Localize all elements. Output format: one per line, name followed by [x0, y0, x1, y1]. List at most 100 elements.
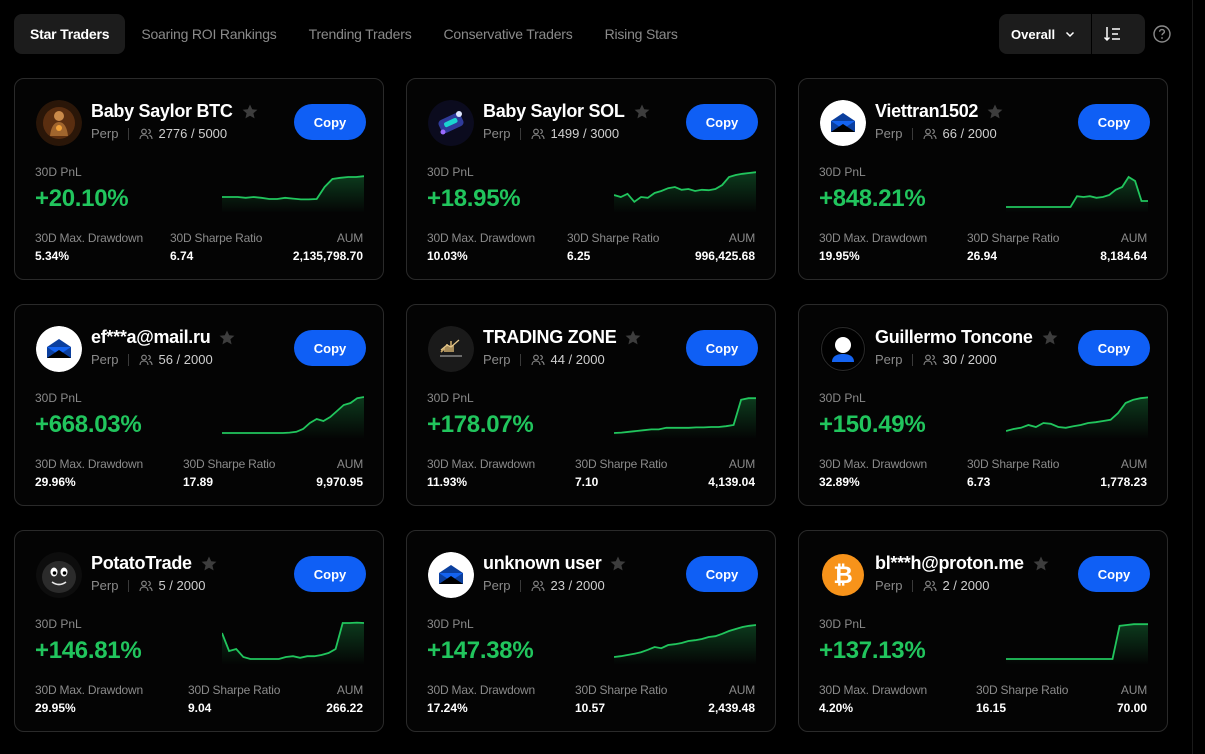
pnl-sparkline — [614, 624, 756, 665]
sharpe-label: 30D Sharpe Ratio — [575, 683, 668, 697]
sort-controls: Overall — [999, 14, 1145, 54]
avatar — [820, 100, 866, 146]
trader-card[interactable]: TRADING ZONE Perp 44 / 2000 Copy 30D PnL… — [406, 304, 776, 506]
avatar — [36, 326, 82, 372]
trader-name: Baby Saylor SOL — [483, 101, 625, 121]
star-icon[interactable] — [609, 555, 627, 573]
sharpe-label: 30D Sharpe Ratio — [183, 457, 276, 471]
perp-label: Perp — [483, 126, 511, 141]
aum-label: AUM — [336, 457, 363, 471]
aum-label: AUM — [1120, 683, 1147, 697]
copy-button[interactable]: Copy — [686, 104, 758, 140]
trader-card[interactable]: Viettran1502 Perp 66 / 2000 Copy 30D PnL… — [798, 78, 1168, 280]
pnl-label: 30D PnL — [819, 617, 866, 631]
aum-label: AUM — [1120, 231, 1147, 245]
copy-button[interactable]: Copy — [1078, 330, 1150, 366]
trader-card[interactable]: PotatoTrade Perp 5 / 2000 Copy 30D PnL +… — [14, 530, 384, 732]
perp-label: Perp — [483, 352, 511, 367]
pnl-value: +146.81% — [35, 637, 142, 664]
aum-value: 2,135,798.70 — [292, 249, 363, 263]
star-icon[interactable] — [1041, 329, 1059, 347]
people-icon — [139, 580, 154, 591]
copy-button[interactable]: Copy — [1078, 556, 1150, 592]
follower-count: 1499 / 3000 — [550, 126, 620, 141]
trader-card[interactable]: unknown user Perp 23 / 2000 Copy 30D PnL… — [406, 530, 776, 732]
tab-trending-traders[interactable]: Trending Traders — [308, 26, 412, 42]
trader-meta: Perp 66 / 2000 — [875, 126, 997, 141]
star-icon[interactable] — [624, 329, 642, 347]
pnl-label: 30D PnL — [819, 391, 866, 405]
trader-name: TRADING ZONE — [483, 327, 617, 347]
sparkline-line — [1006, 623, 1148, 660]
avatar — [820, 326, 866, 372]
people-icon — [923, 580, 938, 591]
trader-meta: Perp 2 / 2000 — [875, 578, 989, 593]
star-icon[interactable] — [241, 103, 259, 121]
copy-button[interactable]: Copy — [294, 330, 366, 366]
pnl-label: 30D PnL — [35, 165, 82, 179]
sparkline-line — [614, 397, 756, 434]
sparkline-area — [222, 622, 364, 665]
tab-rising-stars[interactable]: Rising Stars — [604, 26, 678, 42]
pnl-label: 30D PnL — [427, 391, 474, 405]
divider — [128, 579, 130, 592]
star-icon[interactable] — [633, 103, 651, 121]
sparkline-line — [1006, 175, 1148, 208]
sharpe-value: 6.74 — [170, 249, 194, 263]
drawdown-value: 29.96% — [35, 475, 76, 489]
sparkline-area — [1006, 397, 1148, 439]
pnl-label: 30D PnL — [35, 617, 82, 631]
sharpe-value: 9.04 — [188, 701, 212, 715]
avatar — [428, 100, 474, 146]
scrollbar-track[interactable] — [1192, 0, 1193, 754]
pnl-label: 30D PnL — [819, 165, 866, 179]
trader-name: Viettran1502 — [875, 101, 979, 121]
people-icon — [531, 580, 546, 591]
svg-text:₿: ₿ — [833, 561, 853, 589]
pnl-value: +150.49% — [819, 411, 926, 438]
follower-count: 44 / 2000 — [550, 352, 605, 367]
trader-name-row: Guillermo Toncone — [875, 327, 1059, 348]
people-icon — [923, 128, 938, 139]
sort-dropdown[interactable]: Overall — [999, 14, 1087, 54]
copy-button[interactable]: Copy — [294, 104, 366, 140]
aum-value: 1,778.23 — [1100, 475, 1147, 489]
star-icon[interactable] — [218, 329, 236, 347]
trader-card[interactable]: Baby Saylor SOL Perp 1499 / 3000 Copy 30… — [406, 78, 776, 280]
star-icon[interactable] — [986, 103, 1004, 121]
copy-button[interactable]: Copy — [686, 330, 758, 366]
sparkline-area — [614, 172, 756, 213]
aum-label: AUM — [728, 457, 755, 471]
trader-name: Guillermo Toncone — [875, 327, 1033, 347]
star-icon[interactable] — [1032, 555, 1050, 573]
people-icon — [531, 354, 546, 365]
drawdown-label: 30D Max. Drawdown — [427, 231, 535, 245]
trader-card[interactable]: Guillermo Toncone Perp 30 / 2000 Copy 30… — [798, 304, 1168, 506]
trader-meta: Perp 2776 / 5000 — [91, 126, 227, 141]
trader-name-row: ef***a@mail.ru — [91, 327, 236, 348]
sharpe-value: 6.25 — [567, 249, 591, 263]
trader-name-row: TRADING ZONE — [483, 327, 642, 348]
sparkline-area — [222, 176, 364, 213]
perp-label: Perp — [483, 578, 511, 593]
copy-button[interactable]: Copy — [294, 556, 366, 592]
follower-count: 2 / 2000 — [942, 578, 990, 593]
trader-card[interactable]: ₿ bl***h@proton.me Perp 2 / 2000 Copy 30… — [798, 530, 1168, 732]
pnl-sparkline — [1006, 175, 1148, 213]
aum-label: AUM — [1120, 457, 1147, 471]
tab-conservative-traders[interactable]: Conservative Traders — [443, 26, 573, 42]
trader-name-row: Baby Saylor BTC — [91, 101, 259, 122]
pnl-sparkline — [614, 171, 756, 213]
sparkline-area — [1006, 624, 1148, 665]
trader-meta: Perp 44 / 2000 — [483, 352, 605, 367]
tab-soaring-roi-rankings[interactable]: Soaring ROI Rankings — [141, 26, 277, 42]
star-icon[interactable] — [200, 555, 218, 573]
trader-card[interactable]: ef***a@mail.ru Perp 56 / 2000 Copy 30D P… — [14, 304, 384, 506]
drawdown-label: 30D Max. Drawdown — [819, 231, 927, 245]
copy-button[interactable]: Copy — [686, 556, 758, 592]
trader-card[interactable]: Baby Saylor BTC Perp 2776 / 5000 Copy 30… — [14, 78, 384, 280]
help-icon[interactable] — [1152, 24, 1172, 44]
sort-order-button[interactable] — [1092, 14, 1132, 54]
copy-button[interactable]: Copy — [1078, 104, 1150, 140]
tab-star-traders[interactable]: Star Traders — [14, 14, 126, 54]
